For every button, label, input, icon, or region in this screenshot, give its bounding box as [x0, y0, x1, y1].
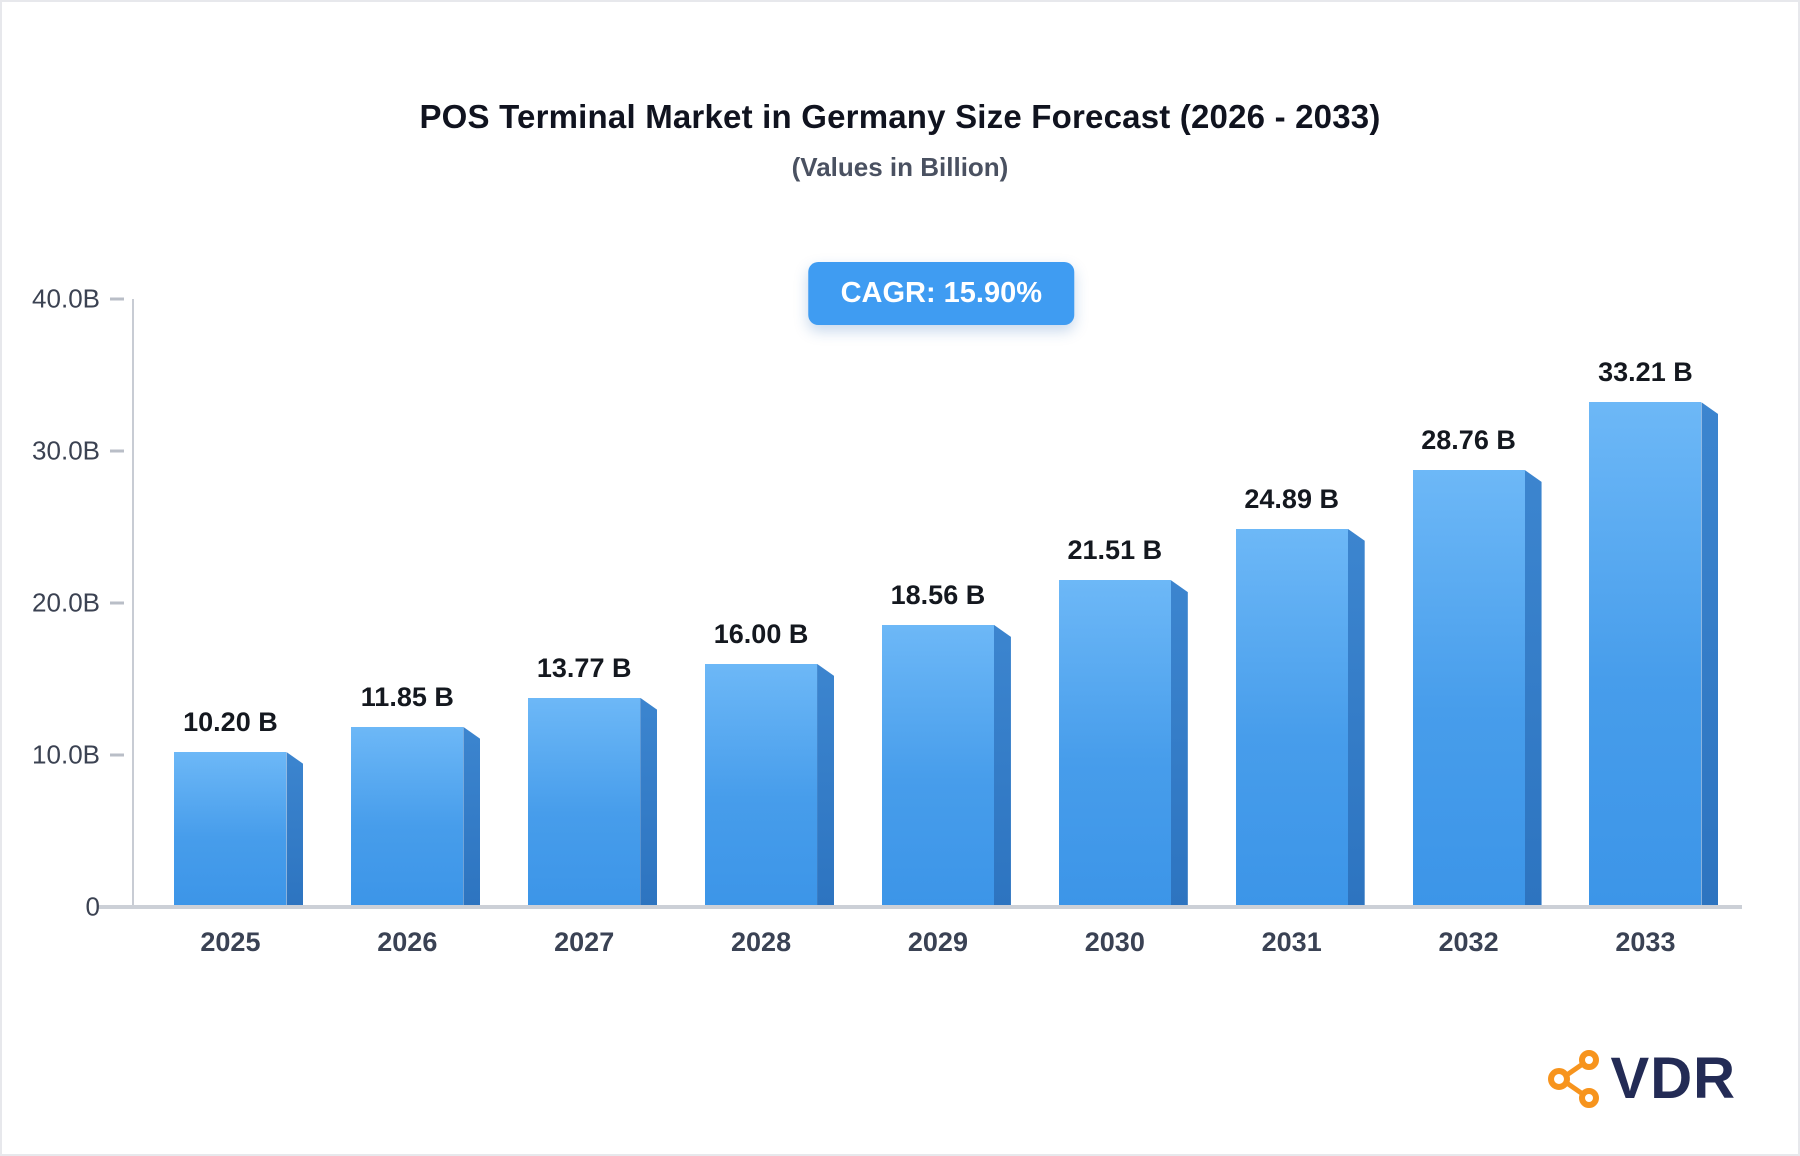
bar-2030: 21.51 B 2030	[1058, 535, 1188, 957]
bar-face	[1235, 528, 1348, 907]
bar-side-shade	[1170, 580, 1188, 907]
y-tick-label: 0	[85, 891, 100, 922]
bar-face	[351, 726, 464, 907]
bar-side-shade	[463, 726, 481, 907]
bar-value-label: 33.21 B	[1598, 357, 1693, 388]
y-tick-mark	[110, 297, 124, 301]
y-tick-mark	[110, 753, 124, 757]
vdr-logo: VDR	[1545, 1045, 1736, 1112]
bar-2033: 33.21 B 2033	[1589, 357, 1719, 957]
bar-2029: 18.56 B 2029	[881, 580, 1011, 957]
x-axis-label: 2026	[377, 927, 438, 957]
bar-value-label: 11.85 B	[360, 681, 454, 712]
bar-side-shade	[1524, 469, 1542, 907]
bar-side-shade	[640, 697, 658, 907]
bar-column: 11.85 B 2026	[332, 299, 482, 957]
bar-side-shade	[1701, 402, 1719, 907]
chart-title: POS Terminal Market in Germany Size Fore…	[419, 98, 1381, 135]
y-tick-label: 30.0B	[32, 435, 100, 466]
plot-area: 10.20 B 2025 11.85 B 2026 13.77 B 2027 16.00 B…	[99, 299, 1742, 957]
bar-2031: 24.89 B 2031	[1235, 484, 1365, 957]
bar-side-shade	[1347, 528, 1365, 907]
bar-column: 10.20 B 2025	[155, 299, 305, 957]
chart-subtitle: (Values in Billion)	[791, 152, 1009, 182]
bar-value-label: 10.20 B	[183, 706, 278, 737]
bar-column: 24.89 B 2031	[1217, 299, 1367, 957]
bar-face	[1589, 402, 1702, 907]
vdr-logo-text: VDR	[1610, 1046, 1736, 1111]
bar-face	[1412, 469, 1525, 907]
bar-series: 10.20 B 2025 11.85 B 2026 13.77 B 2027 16.00 B…	[134, 299, 1742, 957]
bar-face	[705, 663, 818, 907]
bar-face	[174, 751, 287, 907]
y-tick-label: 10.0B	[32, 739, 100, 770]
x-axis-label: 2033	[1615, 927, 1676, 957]
y-tick-mark	[110, 601, 124, 605]
bar-2025: 10.20 B 2025	[174, 707, 304, 957]
y-tick-label: 20.0B	[32, 587, 100, 618]
bar-value-label: 13.77 B	[536, 652, 632, 683]
network-nodes-icon	[1547, 1049, 1599, 1108]
bar-column: 21.51 B 2030	[1040, 299, 1190, 957]
x-axis-label: 2032	[1438, 927, 1499, 957]
x-axis-label: 2031	[1261, 927, 1322, 957]
bar-face	[528, 697, 641, 907]
bar-2032: 28.76 B 2032	[1412, 425, 1542, 957]
bar-column: 13.77 B 2027	[509, 299, 659, 957]
bar-face	[1058, 580, 1171, 907]
bar-face	[881, 624, 994, 907]
bar-value-label: 24.89 B	[1244, 483, 1339, 514]
y-axis: 0 10.0B 20.0B 30.0B 40.0B	[2, 284, 130, 922]
x-axis-label: 2030	[1084, 927, 1145, 957]
bar-2027: 13.77 B 2027	[528, 653, 658, 957]
x-axis-label: 2027	[554, 927, 615, 957]
bar-column: 18.56 B 2029	[863, 299, 1013, 957]
bar-2028: 16.00 B 2028	[705, 619, 835, 957]
bar-column: 16.00 B 2028	[686, 299, 836, 957]
x-axis-label: 2029	[907, 927, 968, 957]
cagr-badge: CAGR: 15.90%	[808, 262, 1075, 325]
bar-2026: 11.85 B 2026	[351, 682, 481, 957]
bar-value-label: 18.56 B	[890, 579, 986, 610]
y-tick-label: 40.0B	[32, 283, 100, 314]
bar-column: 33.21 B 2033	[1570, 299, 1720, 957]
x-axis-label: 2025	[200, 927, 261, 957]
bar-value-label: 21.51 B	[1067, 535, 1163, 566]
bar-value-label: 16.00 B	[713, 618, 809, 649]
x-axis-line	[99, 905, 1742, 909]
x-axis-label: 2028	[731, 927, 792, 957]
y-tick-mark	[110, 449, 124, 453]
bar-column: 28.76 B 2032	[1394, 299, 1544, 957]
bar-side-shade	[817, 663, 835, 907]
bar-side-shade	[993, 624, 1011, 907]
bar-value-label: 28.76 B	[1421, 424, 1516, 455]
bar-side-shade	[286, 751, 304, 907]
